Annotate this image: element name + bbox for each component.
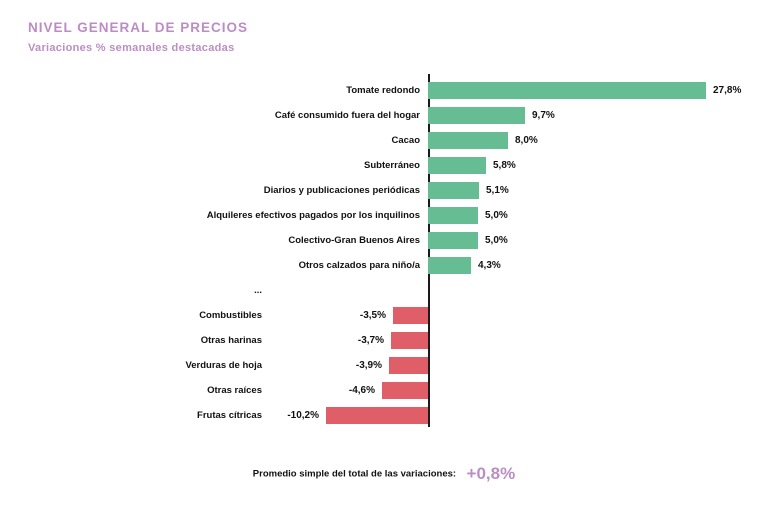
chart-row: Cacao 8,0%: [0, 128, 768, 153]
positive-bar: [428, 107, 525, 124]
value-label: 5,1%: [486, 185, 509, 196]
chart-row: Otros calzados para niño/a 4,3%: [0, 253, 768, 278]
chart-row: Frutas cítricas -10,2%: [0, 403, 768, 428]
category-label: Cacao: [391, 135, 420, 146]
chart-footnote: Promedio simple del total de las variaci…: [0, 464, 768, 484]
chart-subtitle: Variaciones % semanales destacadas: [28, 42, 235, 54]
positive-bar: [428, 182, 479, 199]
value-label: 4,3%: [478, 260, 501, 271]
chart-header: NIVEL GENERAL DE PRECIOS Variaciones % s…: [28, 20, 248, 54]
category-label: Tomate redondo: [346, 85, 420, 96]
positive-bar: [428, 257, 471, 274]
footnote-label: Promedio simple del total de las variaci…: [252, 468, 457, 480]
chart-row: Tomate redondo 27,8%: [0, 78, 768, 103]
category-label: Combustibles: [199, 310, 262, 321]
negative-bar: [393, 307, 428, 324]
negative-bar: [389, 357, 428, 374]
ellipsis-label: ...: [254, 285, 262, 296]
chart-row: Otras raíces -4,6%: [0, 378, 768, 403]
value-label: 27,8%: [713, 85, 742, 96]
category-label: Otros calzados para niño/a: [298, 260, 420, 271]
positive-bar: [428, 232, 478, 249]
positive-bar: [428, 82, 706, 99]
chart-row: Alquileres efectivos pagados por los inq…: [0, 203, 768, 228]
negative-bar: [382, 382, 428, 399]
category-label: Diarios y publicaciones periódicas: [263, 185, 420, 196]
category-label: Verduras de hoja: [185, 360, 262, 371]
value-label: 8,0%: [515, 135, 538, 146]
value-label: -4,6%: [348, 385, 375, 396]
positive-bar: [428, 132, 508, 149]
category-label: Otras harinas: [200, 335, 262, 346]
value-label: -3,9%: [355, 360, 382, 371]
value-label: 5,0%: [485, 210, 508, 221]
positive-bar: [428, 157, 486, 174]
category-label: Alquileres efectivos pagados por los inq…: [206, 210, 420, 221]
negative-bar: [326, 407, 428, 424]
value-label: 9,7%: [532, 110, 555, 121]
category-label: Subterráneo: [364, 160, 420, 171]
chart-row: Diarios y publicaciones periódicas 5,1%: [0, 178, 768, 203]
category-label: Otras raíces: [207, 385, 262, 396]
chart-title: NIVEL GENERAL DE PRECIOS: [28, 20, 249, 35]
chart-row: Combustibles -3,5%: [0, 303, 768, 328]
value-label: -3,5%: [359, 310, 386, 321]
category-label: Café consumido fuera del hogar: [274, 110, 420, 121]
value-label: 5,0%: [485, 235, 508, 246]
category-label: Frutas cítricas: [197, 410, 262, 421]
value-label: -10,2%: [287, 410, 319, 421]
axis-zero-line: [428, 74, 430, 427]
negative-bar: [391, 332, 428, 349]
chart-row: Subterráneo 5,8%: [0, 153, 768, 178]
chart-separator-row: ...: [0, 278, 768, 303]
chart-row: Verduras de hoja -3,9%: [0, 353, 768, 378]
chart-row: Otras harinas -3,7%: [0, 328, 768, 353]
chart-row: Colectivo-Gran Buenos Aires 5,0%: [0, 228, 768, 253]
positive-bar: [428, 207, 478, 224]
value-label: 5,8%: [493, 160, 516, 171]
chart-row: Café consumido fuera del hogar 9,7%: [0, 103, 768, 128]
value-label: -3,7%: [357, 335, 384, 346]
category-label: Colectivo-Gran Buenos Aires: [288, 235, 420, 246]
bar-chart: Tomate redondo 27,8% Café consumido fuera …: [0, 74, 768, 428]
footnote-value: +0,8%: [466, 464, 516, 483]
